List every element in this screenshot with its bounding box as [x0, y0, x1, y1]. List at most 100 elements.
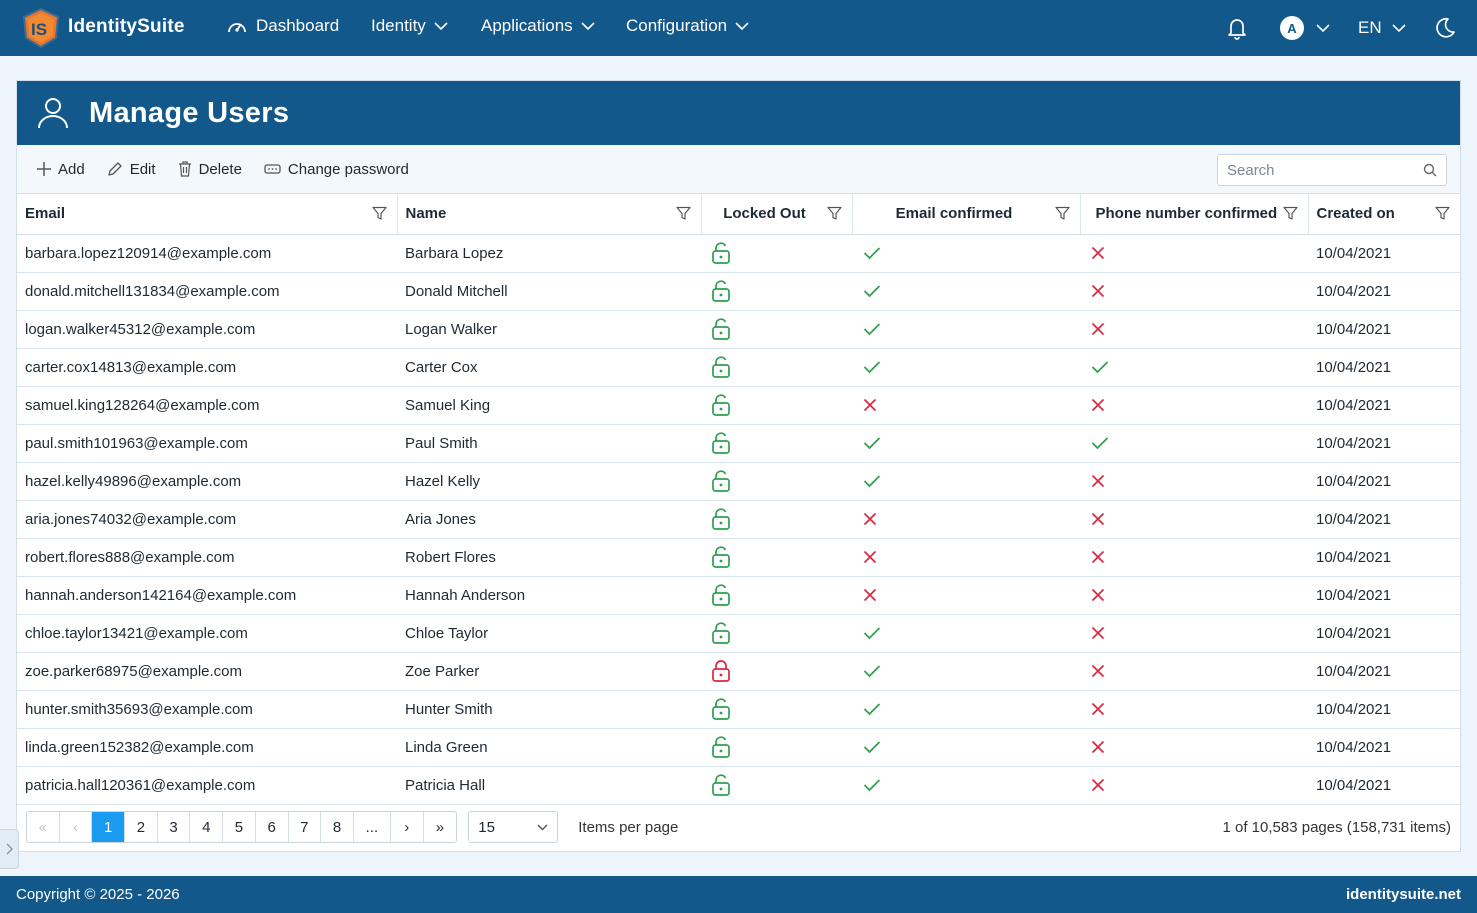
- password-icon: [264, 164, 281, 174]
- cell-locked-out: [701, 348, 852, 387]
- page-button-7[interactable]: 7: [289, 812, 322, 842]
- cell-created-on: 10/04/2021: [1308, 234, 1460, 273]
- theme-toggle[interactable]: [1434, 0, 1456, 56]
- prev-page-button[interactable]: ‹: [60, 812, 93, 842]
- cell-name: Carter Cox: [397, 348, 701, 387]
- table-row[interactable]: carter.cox14813@example.com Carter Cox 10/…: [17, 348, 1460, 387]
- lock-open-icon: [712, 470, 730, 492]
- filter-icon[interactable]: [675, 206, 691, 221]
- column-header-locked-out[interactable]: Locked Out: [701, 194, 853, 235]
- nav-identity[interactable]: Identity: [371, 16, 448, 36]
- delete-button[interactable]: Delete: [178, 161, 242, 178]
- cell-email-confirmed: [852, 576, 1080, 615]
- page-button-2[interactable]: 2: [125, 812, 158, 842]
- cell-created-on: 10/04/2021: [1308, 500, 1460, 539]
- notifications-button[interactable]: [1226, 0, 1248, 56]
- cross-icon: [1091, 246, 1105, 260]
- search-input[interactable]: [1227, 161, 1417, 179]
- column-header-email-confirmed[interactable]: Email confirmed: [852, 194, 1081, 235]
- table-row[interactable]: paul.smith101963@example.com Paul Smith 10…: [17, 424, 1460, 463]
- table-row[interactable]: barbara.lopez120914@example.com Barbara L…: [17, 234, 1460, 273]
- cell-locked-out: [701, 538, 852, 577]
- pagination: « ‹ 1 2 3 4 5 6 7 8 ... › »: [26, 811, 458, 843]
- table-row[interactable]: hazel.kelly49896@example.com Hazel Kelly 1…: [17, 462, 1460, 501]
- cell-name: Donald Mitchell: [397, 272, 701, 311]
- cell-email-confirmed: [852, 348, 1080, 387]
- page-button-3[interactable]: 3: [158, 812, 191, 842]
- table-row[interactable]: zoe.parker68975@example.com Zoe Parker 10/…: [17, 652, 1460, 691]
- cell-email: linda.green152382@example.com: [17, 728, 397, 767]
- cell-created-on: 10/04/2021: [1308, 690, 1460, 729]
- page-size-select[interactable]: 15: [468, 811, 559, 843]
- lock-open-icon: [712, 356, 730, 378]
- cell-email-confirmed: [852, 386, 1080, 425]
- cell-created-on: 10/04/2021: [1308, 728, 1460, 767]
- cell-name: Chloe Taylor: [397, 614, 701, 653]
- filter-icon[interactable]: [371, 206, 387, 221]
- edit-button[interactable]: Edit: [107, 161, 156, 178]
- cell-created-on: 10/04/2021: [1308, 310, 1460, 349]
- change-password-button[interactable]: Change password: [264, 161, 409, 178]
- table-row[interactable]: samuel.king128264@example.com Samuel King…: [17, 386, 1460, 425]
- users-table: Email Name Locked Out Email confirmed Ph…: [17, 194, 1460, 805]
- column-header-phone-confirmed[interactable]: Phone number confirmed: [1080, 194, 1309, 235]
- user-menu[interactable]: A: [1280, 0, 1330, 56]
- column-header-email[interactable]: Email: [17, 194, 398, 235]
- cell-phone-confirmed: [1080, 272, 1308, 311]
- brand-name[interactable]: IdentitySuite: [68, 16, 185, 37]
- filter-icon[interactable]: [1435, 206, 1450, 221]
- cell-locked-out: [701, 462, 852, 501]
- nav-configuration-label: Configuration: [626, 16, 728, 35]
- language-selector[interactable]: EN: [1358, 0, 1406, 56]
- nav-applications[interactable]: Applications: [481, 16, 595, 36]
- cell-email: barbara.lopez120914@example.com: [17, 234, 397, 273]
- sidebar-expand-tab[interactable]: [0, 829, 19, 869]
- cell-name: Paul Smith: [397, 424, 701, 463]
- page-button-8[interactable]: 8: [321, 812, 354, 842]
- table-row[interactable]: hannah.anderson142164@example.com Hannah …: [17, 576, 1460, 615]
- nav-dashboard[interactable]: Dashboard: [226, 16, 339, 36]
- column-header-name[interactable]: Name: [397, 194, 702, 235]
- table-row[interactable]: chloe.taylor13421@example.com Chloe Taylo…: [17, 614, 1460, 653]
- last-page-button[interactable]: »: [435, 818, 445, 836]
- table-row[interactable]: hunter.smith35693@example.com Hunter Smit…: [17, 690, 1460, 729]
- check-icon: [863, 247, 881, 260]
- column-header-created-on[interactable]: Created on: [1308, 194, 1460, 235]
- table-row[interactable]: logan.walker45312@example.com Logan Walke…: [17, 310, 1460, 349]
- footer-site-link[interactable]: identitysuite.net: [1345, 886, 1461, 903]
- table-row[interactable]: aria.jones74032@example.com Aria Jones 10/…: [17, 500, 1460, 539]
- page-ellipsis-button[interactable]: ...: [354, 812, 391, 842]
- page-button-4[interactable]: 4: [190, 812, 224, 842]
- page-button-6[interactable]: 6: [256, 812, 289, 842]
- cross-icon: [863, 588, 877, 602]
- identitysuite-logo[interactable]: IS: [22, 8, 60, 48]
- cell-created-on: 10/04/2021: [1308, 386, 1460, 425]
- check-icon: [863, 627, 881, 640]
- first-page-button[interactable]: «: [27, 812, 60, 842]
- table-row[interactable]: robert.flores888@example.com Robert Flore…: [17, 538, 1460, 577]
- page-button-5[interactable]: 5: [223, 812, 256, 842]
- next-page-button[interactable]: ›: [391, 812, 424, 842]
- filter-icon[interactable]: [826, 206, 842, 221]
- cell-locked-out: [701, 500, 852, 539]
- table-row[interactable]: donald.mitchell131834@example.com Donald …: [17, 272, 1460, 311]
- cross-icon: [1091, 702, 1105, 716]
- trash-icon: [178, 161, 191, 177]
- check-icon: [1091, 437, 1109, 450]
- filter-icon[interactable]: [1282, 206, 1298, 221]
- nav-configuration[interactable]: Configuration: [626, 16, 749, 36]
- page-button-1[interactable]: 1: [92, 812, 126, 842]
- chevron-right-icon: [6, 843, 13, 855]
- table-row[interactable]: patricia.hall120361@example.com Patricia …: [17, 766, 1460, 805]
- search-icon[interactable]: [1423, 163, 1437, 177]
- lock-open-icon: [712, 394, 730, 416]
- chevron-down-icon: [537, 824, 548, 831]
- cell-name: Samuel King: [397, 386, 701, 425]
- cell-email: hazel.kelly49896@example.com: [17, 462, 397, 501]
- filter-icon[interactable]: [1054, 206, 1070, 221]
- add-button[interactable]: Add: [37, 161, 85, 178]
- cross-icon: [1091, 626, 1105, 640]
- column-locked-label: Locked Out: [723, 205, 806, 223]
- check-icon: [863, 323, 881, 336]
- table-row[interactable]: linda.green152382@example.com Linda Green…: [17, 728, 1460, 767]
